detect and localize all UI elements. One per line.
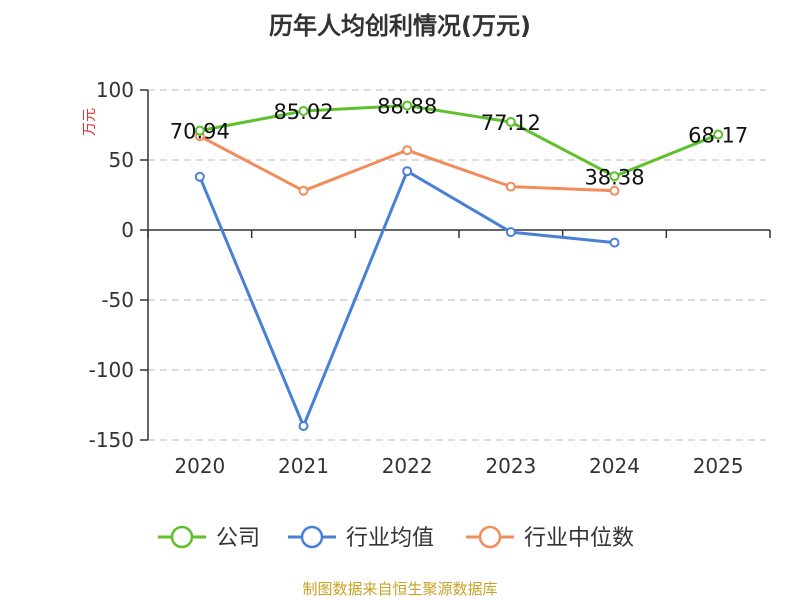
- data-point: [298, 421, 309, 431]
- x-tick-label: 2021: [278, 454, 329, 478]
- legend-marker: [300, 525, 324, 549]
- data-point: [194, 125, 205, 136]
- data-label: 85.02: [273, 100, 333, 124]
- data-point: [505, 117, 516, 128]
- data-point: [505, 181, 516, 192]
- data-labels: 70.94 85.02 88.88 77.12 38.38 68.17: [170, 95, 748, 190]
- series-line: [198, 169, 615, 428]
- data-point: [298, 105, 309, 116]
- x-tick-label: 2023: [485, 454, 536, 478]
- legend-label: 行业均值: [346, 526, 434, 551]
- data-point: [194, 171, 205, 182]
- data-point: [609, 185, 620, 196]
- x-tick-label: 2025: [693, 454, 744, 478]
- x-tick-label: 2020: [174, 454, 225, 478]
- x-tick-label: 2022: [382, 454, 433, 478]
- series-lines: [194, 100, 724, 431]
- legend-marker: [170, 525, 194, 549]
- y-axis-label: 万元: [82, 108, 98, 136]
- data-point: [713, 129, 724, 140]
- legend-item[interactable]: 行业中位数: [466, 525, 634, 551]
- legend: 公司 行业均值 行业中位数: [158, 525, 634, 551]
- data-label: 68.17: [688, 124, 748, 148]
- data-point: [609, 171, 620, 182]
- data-point: [402, 145, 413, 156]
- data-label: 38.38: [584, 165, 644, 189]
- chart-title: 历年人均创利情况(万元): [269, 12, 531, 40]
- data-label: 70.94: [170, 120, 230, 144]
- data-point: [505, 227, 516, 238]
- y-tick-label: -50: [101, 288, 134, 312]
- data-point: [609, 237, 620, 248]
- legend-marker: [478, 525, 502, 549]
- data-label: 88.88: [377, 95, 437, 119]
- y-tick-label: 0: [121, 218, 134, 242]
- y-tick-label: -100: [89, 358, 134, 382]
- x-tick-label: 2024: [589, 454, 640, 478]
- series-line: [199, 104, 719, 178]
- data-point: [402, 166, 413, 177]
- y-tick-label: 50: [109, 148, 134, 172]
- legend-item[interactable]: 行业均值: [288, 525, 434, 551]
- legend-label: 行业中位数: [524, 526, 634, 551]
- source-note: 制图数据来自恒生聚源数据库: [302, 580, 497, 598]
- data-point: [298, 185, 309, 196]
- data-point: [402, 100, 413, 111]
- y-tick-label: 100: [96, 78, 134, 102]
- grid-lines: [148, 89, 766, 441]
- legend-item[interactable]: 公司: [158, 525, 260, 551]
- data-label: 77.12: [481, 111, 541, 135]
- axes: 100 50 0 -50 -100 -150 2020 2021 2022 2023 2024 202…: [89, 78, 771, 478]
- y-tick-label: -150: [89, 428, 134, 452]
- legend-label: 公司: [216, 526, 260, 551]
